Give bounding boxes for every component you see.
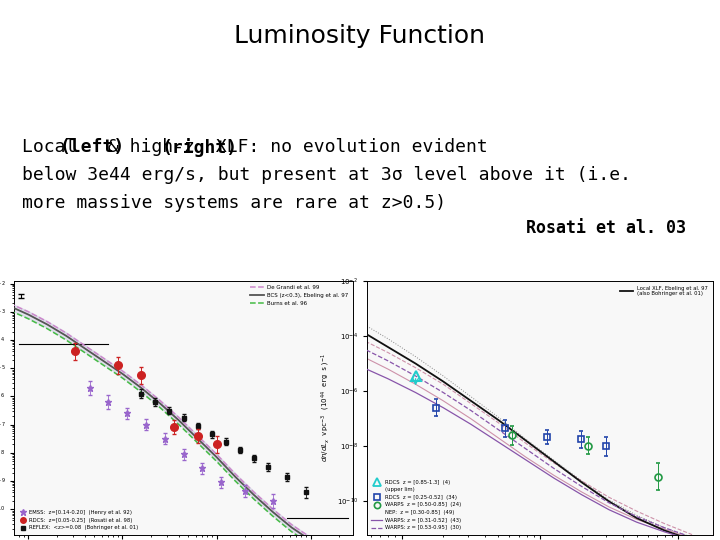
Legend: EMSS:  z=[0.14-0.20]  (Henry et al. 92), RDCS:  z=[0.05-0.25]  (Rosati et al. 98: EMSS: z=[0.14-0.20] (Henry et al. 92), R… (17, 509, 140, 532)
Text: more massive systems are rare at z>0.5): more massive systems are rare at z>0.5) (22, 194, 446, 212)
Text: Luminosity Function: Luminosity Function (235, 24, 485, 48)
Text: Local: Local (22, 138, 87, 156)
Text: Rosati et al. 03: Rosati et al. 03 (526, 219, 685, 237)
Text: (left): (left) (60, 138, 125, 156)
Text: below 3e44 erg/s, but present at 3σ level above it (i.e.: below 3e44 erg/s, but present at 3σ leve… (22, 166, 631, 184)
Text: XLF: no evolution evident: XLF: no evolution evident (205, 138, 488, 156)
Y-axis label: $dn/dL_x$ vpc$^{-3}$ ($10^{44}$ erg s)$^{-1}$: $dn/dL_x$ vpc$^{-3}$ ($10^{44}$ erg s)$^… (319, 353, 332, 462)
Legend: RDCS  z = [0.85-1.3]  (4), (upper lim), RDCS  z = [0.25-0.52]  (34), WARPS  z = : RDCS z = [0.85-1.3] (4), (upper lim), RD… (370, 478, 462, 532)
Text: (right): (right) (162, 138, 238, 157)
Text: & high-z: & high-z (97, 138, 206, 156)
